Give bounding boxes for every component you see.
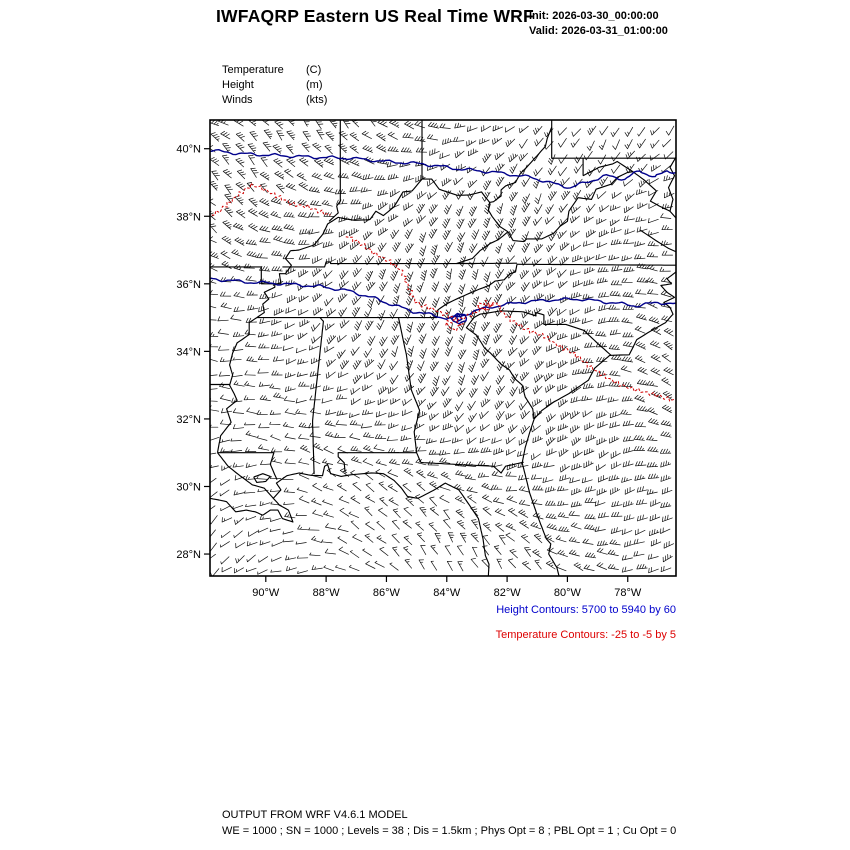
page-title: IWFAQRP Eastern US Real Time WRF: [216, 6, 534, 26]
lon-tick-label: 90°W: [252, 587, 280, 599]
lat-tick-label: 36°N: [176, 279, 201, 291]
legend-winds-name: Winds: [222, 94, 253, 106]
weather-map: 40°N 38°N 36°N 34°N 32°N 30°N 28°N 90°W 88°W 86°W…: [176, 119, 677, 599]
temperature-contours-layer: [211, 182, 676, 402]
height-contours-caption: Height Contours: 5700 to 5940 by 60: [496, 604, 676, 616]
lon-tick-label: 88°W: [313, 587, 341, 599]
map-frame: [204, 119, 677, 582]
valid-time-label: Valid: 2026-03-31_01:00:00: [529, 25, 668, 37]
footer-config-line: WE = 1000 ; SN = 1000 ; Levels = 38 ; Di…: [222, 824, 677, 837]
lon-tick-label: 86°W: [373, 587, 401, 599]
map-plot-area: [210, 120, 676, 576]
legend-item-winds: Winds (kts): [222, 93, 327, 108]
legend-temperature-name: Temperature: [222, 64, 284, 76]
lon-tick-label: 78°W: [614, 587, 642, 599]
footer: OUTPUT FROM WRF V4.6.1 MODEL WE = 1000 ;…: [222, 808, 676, 839]
legend-temperature-unit: (C): [306, 64, 322, 76]
run-times: Init: 2026-03-30_00:00:00 Valid: 2026-03…: [529, 9, 668, 39]
wind-barbs-layer: [210, 120, 675, 576]
init-time-label: Init: 2026-03-30_00:00:00: [529, 10, 659, 22]
footer-model-line: OUTPUT FROM WRF V4.6.1 MODEL: [222, 809, 408, 821]
lat-tick-label: 38°N: [176, 211, 201, 223]
lat-tick-label: 30°N: [176, 481, 201, 493]
legend-item-temperature: Temperature (C): [222, 63, 327, 78]
legend-height-unit: (m): [306, 79, 323, 91]
lon-tick-label: 80°W: [554, 587, 582, 599]
axis-labels: 40°N 38°N 36°N 34°N 32°N 30°N 28°N 90°W 88°W 86°W…: [176, 144, 641, 599]
lon-tick-label: 82°W: [494, 587, 522, 599]
legend-winds-unit: (kts): [306, 94, 328, 106]
temperature-contours-caption: Temperature Contours: -25 to -5 by 5: [495, 629, 676, 641]
lat-tick-label: 40°N: [176, 144, 201, 156]
lon-tick-label: 84°W: [433, 587, 461, 599]
lat-tick-label: 34°N: [176, 346, 201, 358]
lat-tick-label: 28°N: [176, 549, 201, 561]
state-boundaries-layer: [210, 120, 676, 576]
height-contours-layer: [210, 149, 676, 325]
legend-item-height: Height (m): [222, 78, 327, 93]
legend-height-name: Height: [222, 79, 254, 91]
field-legend: Temperature (C) Height (m) Winds (kts): [222, 63, 327, 108]
lat-tick-label: 32°N: [176, 414, 201, 426]
